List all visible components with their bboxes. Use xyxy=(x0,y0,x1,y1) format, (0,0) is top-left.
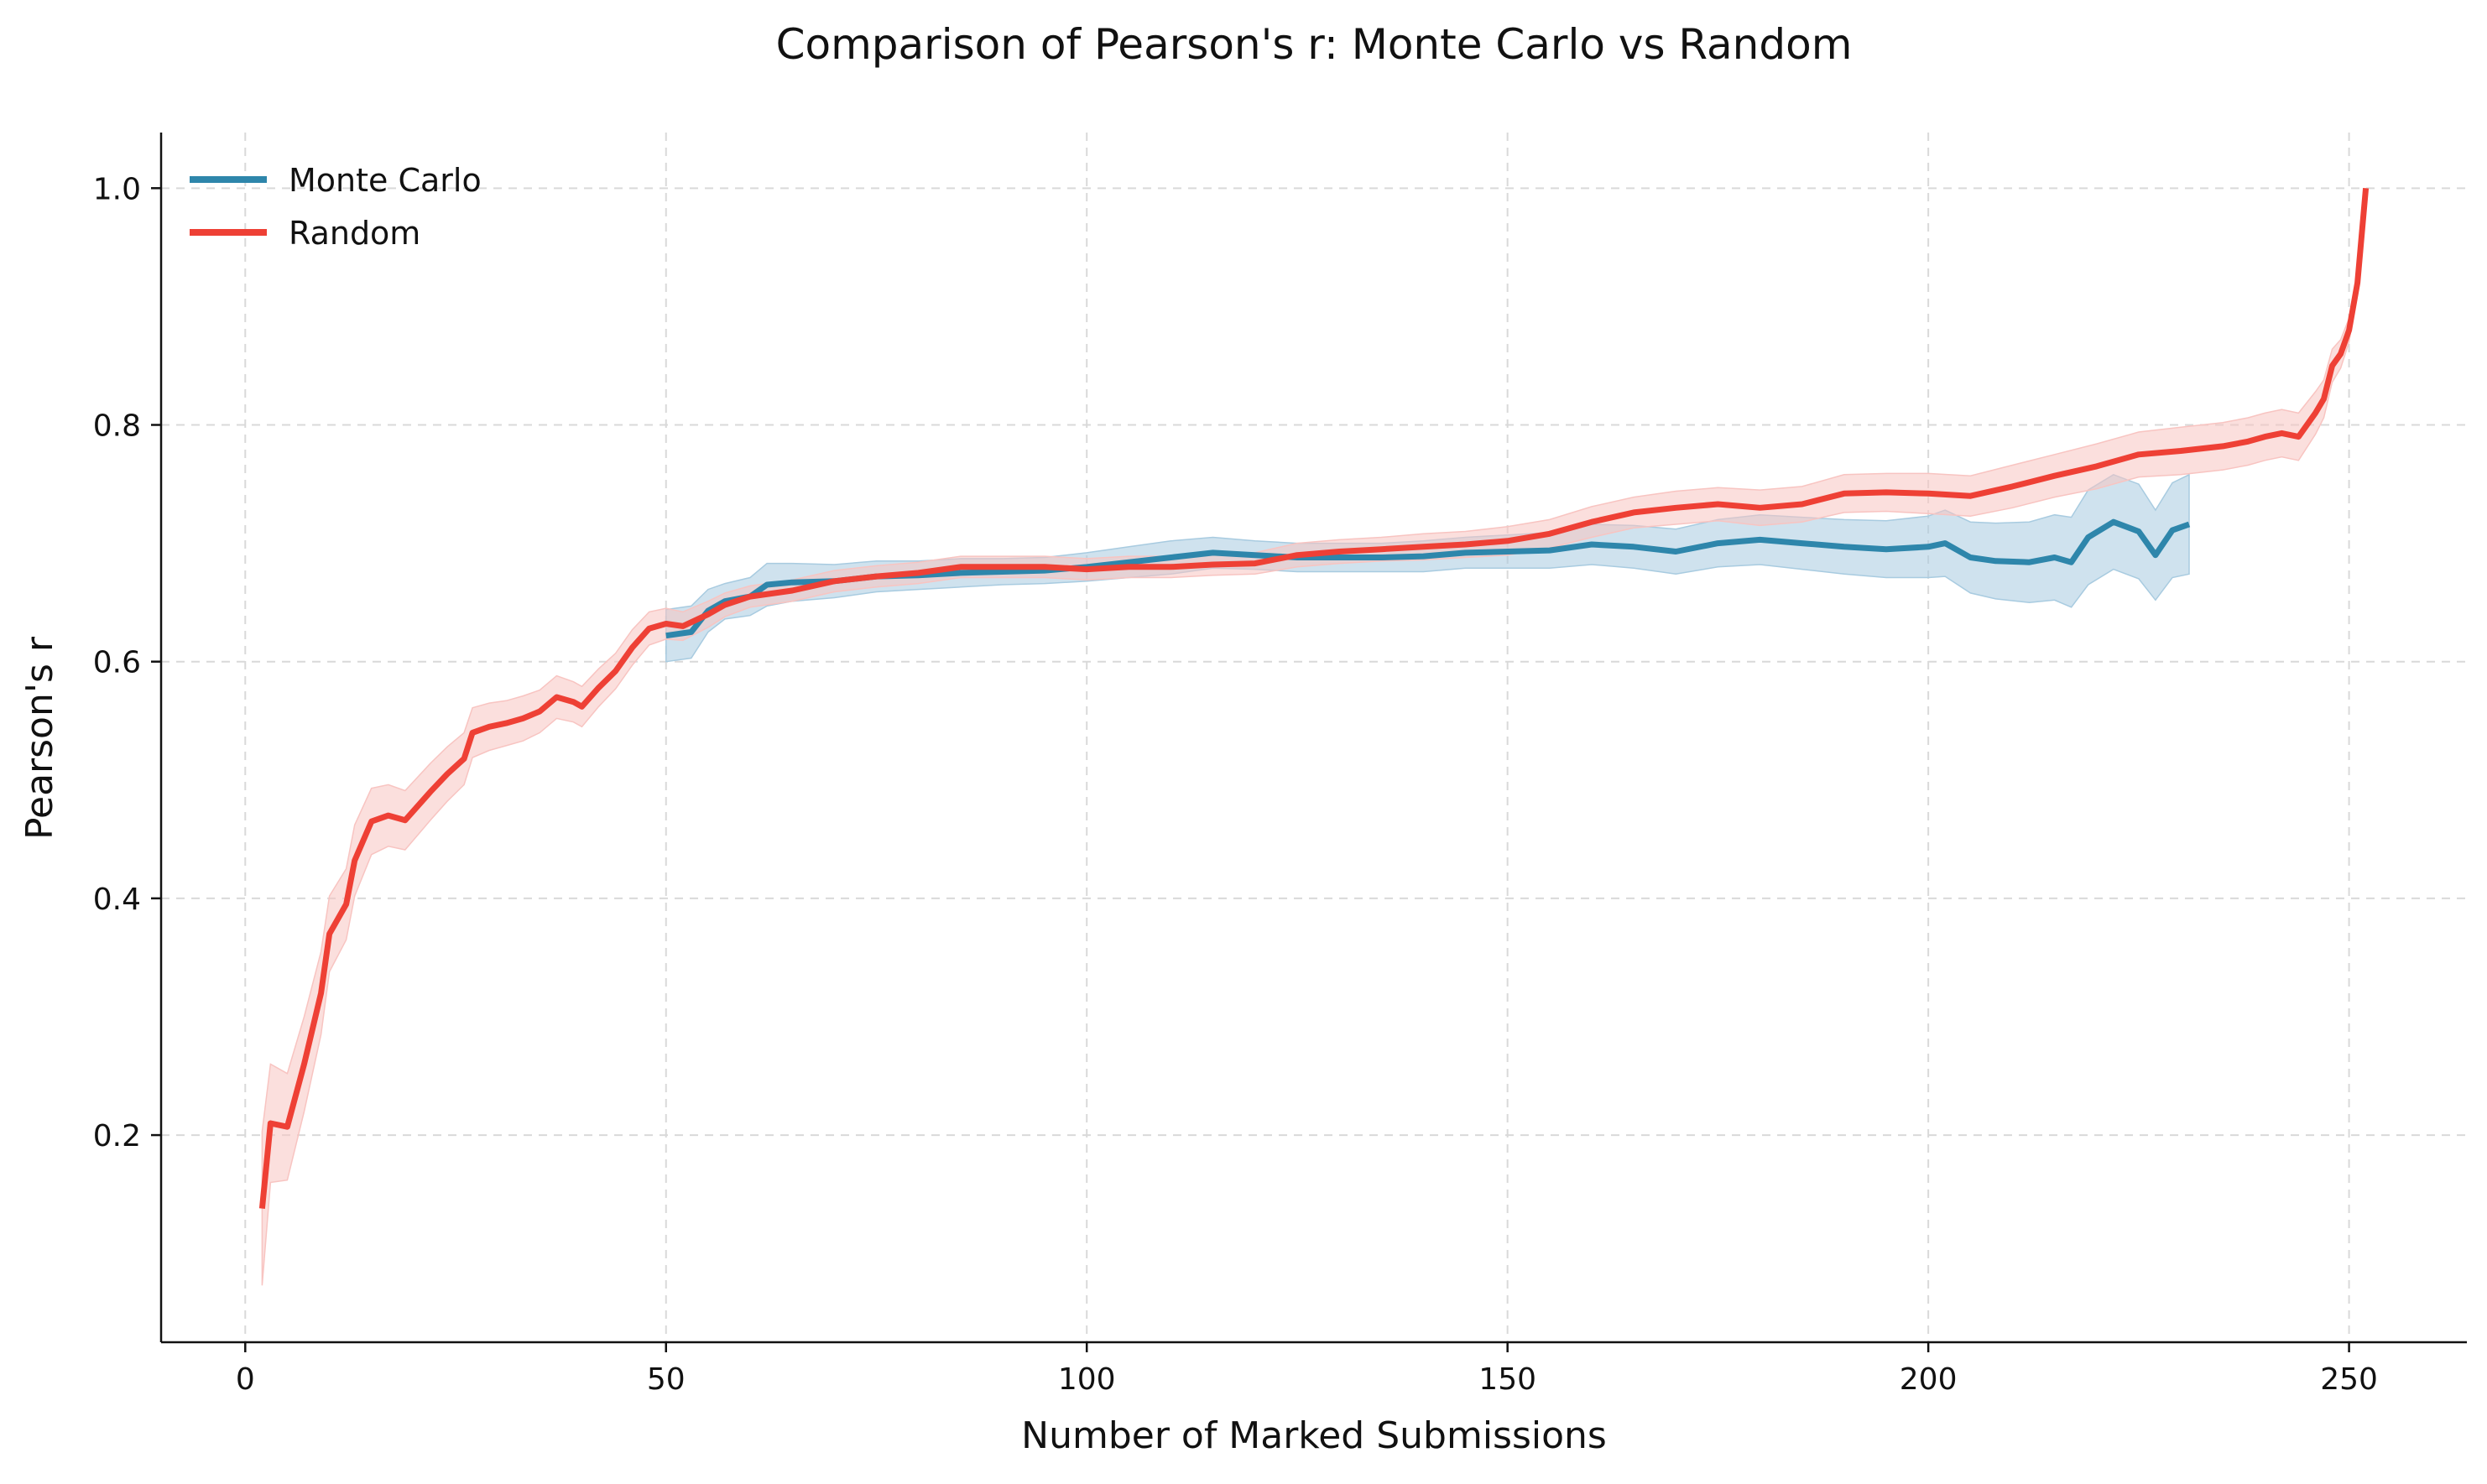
chart-title: Comparison of Pearson's r: Monte Carlo v… xyxy=(776,20,1853,69)
x-tick-label: 250 xyxy=(2320,1362,2378,1397)
x-tick-label: 100 xyxy=(1058,1362,1116,1397)
y-tick-label: 0.8 xyxy=(93,409,141,444)
legend: Monte Carlo Random xyxy=(190,162,482,252)
axes-layer xyxy=(159,133,2467,1344)
grid-layer xyxy=(161,133,2467,1342)
tick-layer: 0 50 100 150 200 250 0.2 0.4 0.6 0.8 1.0 xyxy=(93,172,2378,1397)
legend-label-random: Random xyxy=(289,215,420,252)
y-axis-label: Pearson's r xyxy=(18,636,61,840)
line-layer xyxy=(258,187,2370,1209)
x-tick-label: 200 xyxy=(1900,1362,1958,1397)
y-tick-label: 0.6 xyxy=(93,646,141,680)
band-layer xyxy=(261,188,2367,1286)
x-axis-label: Number of Marked Submissions xyxy=(1021,1414,1607,1457)
y-tick-label: 0.2 xyxy=(93,1119,141,1153)
y-tick-label: 0.4 xyxy=(93,883,141,917)
series-line-random xyxy=(258,187,2370,1209)
x-tick-label: 150 xyxy=(1478,1362,1536,1397)
x-tick-label: 0 xyxy=(236,1362,255,1397)
y-tick-label: 1.0 xyxy=(93,172,141,206)
legend-label-monte-carlo: Monte Carlo xyxy=(289,162,482,199)
confidence-band-random xyxy=(261,188,2367,1286)
x-tick-label: 50 xyxy=(647,1362,686,1397)
